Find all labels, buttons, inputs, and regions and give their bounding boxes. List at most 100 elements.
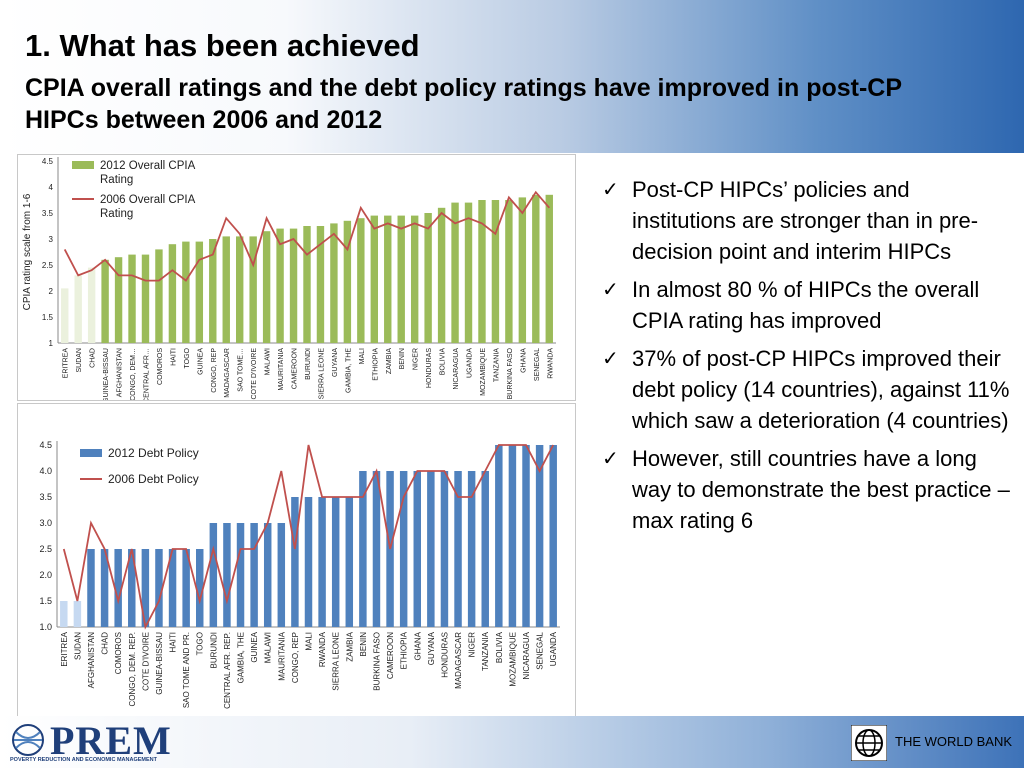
category-label: SUDAN [73,632,82,660]
category-label: CENTRAL AFR. REP. [223,632,232,709]
category-label: NICARAGUA [453,348,460,390]
category-label: TOGO [196,632,205,655]
world-bank-logo: THE WORLD BANK [851,723,1021,763]
bar [467,471,476,627]
category-label: ERITREA [60,631,69,666]
category-label: AFGHANISTAN [87,632,96,689]
legend-label: Rating [100,174,133,186]
category-label: UGANDA [549,631,558,666]
bar [427,471,435,627]
bar [182,549,190,627]
bar [508,445,517,627]
category-label: ETHIOPIA [372,348,379,381]
bar [73,601,82,627]
category-label: CONGO, REP [291,632,300,683]
world-bank-text: THE WORLD BANK [895,734,1013,749]
bar [440,471,449,627]
slide-title: 1. What has been achieved [25,28,420,63]
bullet-list: ✓ Post-CP HIPCs’ policies and institution… [602,174,1012,543]
y-tick-label: 2.0 [39,570,52,580]
bar [451,202,459,343]
category-label: CHAD [90,348,97,368]
category-label: SIERRA LEONE [318,348,325,400]
bullet-text: 37% of post-CP HIPCs improved their debt… [632,346,1010,433]
bullet-item: ✓ In almost 80 % of HIPCs the overall CPI… [602,274,1012,336]
y-tick-label: 1 [49,339,54,348]
bar [464,202,473,343]
category-label: GUINEA [250,631,259,662]
bar [481,471,489,627]
bar [437,207,446,343]
bar [209,523,218,627]
bar [454,471,462,627]
category-label: CAMEROON [386,632,395,679]
y-axis-title: CPIA rating scale from 1-6 [22,193,33,310]
category-label: GHANA [413,631,422,660]
category-label: GAMBIA, THE [345,348,352,393]
y-tick-label: 4.5 [39,440,52,450]
bar [196,549,204,627]
bar [222,236,230,343]
category-label: UGANDA [467,348,474,378]
bar [60,601,68,627]
legend-label: 2012 Debt Policy [108,446,199,460]
category-label: TANZANIA [481,631,490,671]
prem-logo-text: PREM [50,718,172,763]
bar [263,523,272,627]
bar [372,471,381,627]
bar [262,231,271,343]
bar [345,497,354,627]
y-tick-label: 3 [49,235,54,244]
category-label: COMOROS [157,348,164,385]
bar [397,215,405,343]
bar [478,200,486,343]
bar [518,197,527,343]
bar [532,194,540,343]
category-label: SUDAN [76,348,83,373]
bar [343,220,352,343]
bar [304,497,313,627]
category-label: ERITREA [63,348,70,379]
legend-label: Rating [100,208,133,220]
bar [303,226,311,343]
bar [522,445,530,627]
bar [141,549,150,627]
bar [182,241,190,343]
slide-subtitle: CPIA overall ratings and the debt policy… [25,74,902,134]
bar [249,236,257,343]
series-line [63,190,550,282]
category-label: BOLIVIA [495,631,504,663]
category-label: COTE D'IVOIRE [141,632,150,691]
category-label: CONGO, REP [211,348,218,393]
category-label: GUYANA [332,348,339,377]
header-banner: 1. What has been achieved CPIA overall r… [0,0,1024,153]
bar [101,259,109,343]
world-bank-globe-icon [851,725,887,761]
bullet-item: ✓ Post-CP HIPCs’ policies and institution… [602,174,1012,267]
y-tick-label: 1.5 [42,313,54,322]
category-label: MAURITANIA [278,348,285,391]
category-label: ZAMBIA [345,631,354,661]
legend-label: 2012 Overall CPIA [100,160,196,172]
legend-label: 2006 Overall CPIA [100,194,196,206]
category-label: MALAWI [265,348,272,375]
category-label: GUINEA-BISSAU [155,632,164,695]
category-label: MAURITANIA [277,631,286,680]
bar [491,200,500,343]
category-label: SAO TOME… [238,348,245,392]
bar [370,215,378,343]
y-tick-label: 2.5 [42,261,54,270]
category-label: NIGER [468,632,477,658]
y-tick-label: 2 [49,287,54,296]
bar [74,275,82,343]
debt-policy-chart: 1.0 1.5 2.0 2.5 3.0 3.5 4.0 4.5 ERITREA SUDAN AFGH… [17,403,576,717]
category-label: BURUNDI [209,632,218,668]
category-label: ETHIOPIA [400,631,409,669]
category-label: TANZANIA [493,348,500,382]
category-label: MADAGASCAR [224,348,231,398]
checkmark-icon: ✓ [602,346,619,370]
bar [424,213,432,343]
category-label: ZAMBIA [386,348,393,374]
category-label: GUINEA [197,348,204,375]
category-label: BOLIVIA [440,348,447,376]
